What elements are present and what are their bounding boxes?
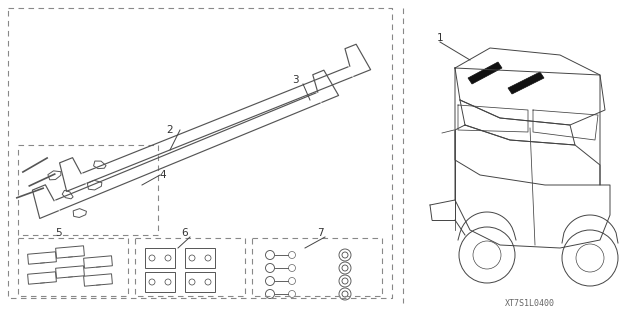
Text: 1: 1 (436, 33, 444, 43)
Polygon shape (508, 72, 544, 94)
Text: 2: 2 (166, 125, 173, 135)
Text: 7: 7 (317, 228, 323, 238)
Text: 3: 3 (292, 75, 298, 85)
Text: 4: 4 (160, 170, 166, 180)
Polygon shape (468, 62, 502, 84)
Text: 6: 6 (182, 228, 188, 238)
Text: XT7S1L0400: XT7S1L0400 (505, 299, 555, 308)
Text: 5: 5 (54, 228, 61, 238)
